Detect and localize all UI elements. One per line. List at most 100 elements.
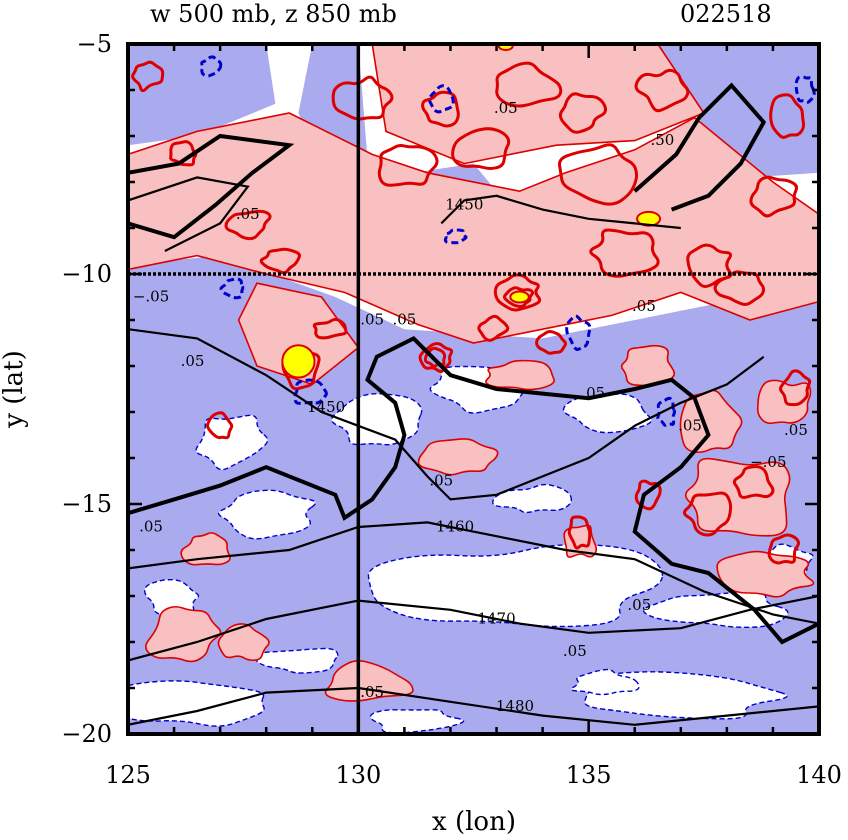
height-contour-lines [128, 82, 819, 726]
strong-ascent-contour-18 [418, 342, 454, 373]
y-tick-label: −10 [61, 260, 112, 288]
x-tick-label: 135 [566, 761, 612, 789]
strong-ascent-contour-16 [493, 273, 542, 312]
positive-patch-3 [417, 438, 499, 476]
strong-ascent-contour-17 [503, 286, 535, 309]
velocity-contour-label: .05 [360, 683, 384, 701]
velocity-contour-label: .05 [236, 205, 260, 223]
velocity-contour-label: .05 [784, 421, 808, 439]
near-zero-region-14 [570, 668, 640, 696]
strong-ascent-contour-4 [331, 75, 394, 121]
strong-descent-contour-3 [656, 396, 676, 427]
strong-ascent-contour-0 [131, 60, 165, 93]
near-zero-region-4 [330, 393, 423, 446]
x-axis-label: x (lon) [432, 807, 516, 837]
velocity-contour-label: .05 [678, 416, 702, 434]
strong-ascent-contour-15 [769, 93, 806, 139]
height-contour-label: 1450 [445, 196, 483, 214]
positive-patch-5 [684, 457, 791, 537]
velocity-contour-labels: .50 .05 .05 .05 .05 .05 .05 .05 .05 .05 .05 .05 .05.… [133, 99, 808, 701]
strong-ascent-contour-3 [259, 247, 301, 275]
strong-ascent-contour-25 [206, 411, 234, 440]
velocity-contour-label: .05 [563, 642, 587, 660]
height-contour-1450-0 [128, 328, 765, 501]
strong-ascent-contour-29 [567, 515, 592, 550]
plot-frame [126, 42, 821, 736]
positive-region-1 [371, 44, 706, 165]
near-zero-region-6 [562, 393, 653, 434]
axis-ticks [126, 42, 821, 736]
strong-ascent-contour-11 [634, 68, 690, 113]
negative-region-1 [128, 44, 276, 146]
x-tick-label: 130 [335, 761, 381, 789]
height-contour-1470-2 [128, 594, 819, 662]
strong-ascent-contour-26 [682, 491, 733, 537]
strong-ascent-contour-20 [477, 314, 510, 342]
strong-ascent-contour-31 [634, 479, 662, 511]
maximum-ascent-spot-0 [281, 344, 316, 379]
height-contour-label: 1470 [477, 610, 515, 628]
chart-title-right: 022518 [680, 0, 772, 28]
reference-lines [128, 44, 819, 734]
height-contour-label: 1460 [436, 518, 474, 536]
y-tick-label: −5 [77, 30, 112, 58]
near-zero-region-9 [492, 483, 573, 514]
strong-ascent-contour-1 [169, 140, 198, 167]
y-tick-label: −15 [61, 490, 112, 518]
y-tick-label: −20 [61, 720, 112, 748]
positive-vertical-velocity-fill [128, 44, 819, 702]
strong-descent-contour-5 [443, 228, 468, 245]
strong-descent-contour-0 [427, 84, 455, 114]
chart-title-left: w 500 mb, z 850 mb [150, 0, 397, 28]
velocity-contour-label: .05 [429, 472, 453, 490]
maximum-ascent-spot-1 [509, 290, 530, 304]
strong-ascent-contour-7 [451, 127, 511, 170]
near-zero-region-11 [254, 647, 339, 674]
thick-boundary-line-ne [633, 82, 767, 212]
velocity-contour-label: .05 [360, 311, 384, 329]
positive-patch-1 [217, 623, 270, 662]
strong-ascent-contour-22 [713, 270, 766, 306]
velocity-contour-label: −.05 [133, 288, 169, 306]
positive-patch-11 [485, 359, 555, 391]
strong-ascent-contour-6 [421, 90, 460, 128]
height-contour-1480-3 [128, 686, 819, 726]
strong-ascent-contour-2 [224, 209, 272, 241]
height-contour-1460-1 [128, 521, 819, 625]
strong-descent-contour-2 [565, 314, 592, 351]
velocity-contour-label: .05 [392, 311, 416, 329]
x-tick-label: 140 [796, 761, 842, 789]
strong-ascent-contour-14 [749, 175, 798, 218]
velocity-contour-label: .05 [632, 297, 656, 315]
velocity-contour-label: .05 [627, 596, 651, 614]
velocity-contour-label: .05 [581, 384, 605, 402]
strong-descent-contour-6 [794, 75, 816, 104]
strong-ascent-contour-8 [495, 61, 563, 108]
strong-descent-contour-1 [293, 378, 328, 405]
positive-patch-7 [756, 379, 812, 425]
tick-labels: 125 130 135 140 −5 −10 −15 −20 [61, 30, 842, 789]
velocity-contour-label: .05 [494, 99, 518, 117]
strong-ascent-contour-9 [558, 92, 608, 134]
positive-region-0 [128, 112, 819, 344]
strong-ascent-contour-5 [377, 143, 439, 187]
height-contour-label: 1450 [307, 398, 345, 416]
y-axis-label: y (lat) [0, 350, 29, 429]
height-contour-label: 1480 [496, 697, 534, 715]
strong-descent-contour-7 [200, 55, 223, 78]
negative-contour-lines [200, 55, 816, 427]
velocity-contour-label: .05 [139, 518, 163, 536]
negative-region-3 [657, 44, 819, 178]
velocity-contour-label: .05 [181, 352, 205, 370]
strong-ascent-contour-24 [312, 317, 348, 340]
near-zero-region-8 [195, 414, 269, 471]
positive-contour-lines [131, 44, 812, 565]
height-contour-labels: 1450 1450 1460 1470 1480 [307, 196, 534, 715]
positive-patch-4 [563, 524, 598, 558]
field-shading: .50 .05 .05 .05 .05 .05 .05 .05 .05 .05 .05 .05 .05.… [128, 44, 819, 734]
near-zero-region-13 [369, 709, 465, 734]
velocity-contour-label: −.05 [750, 453, 786, 471]
near-zero-region-1 [218, 489, 316, 540]
strong-ascent-contour-27 [732, 465, 775, 499]
